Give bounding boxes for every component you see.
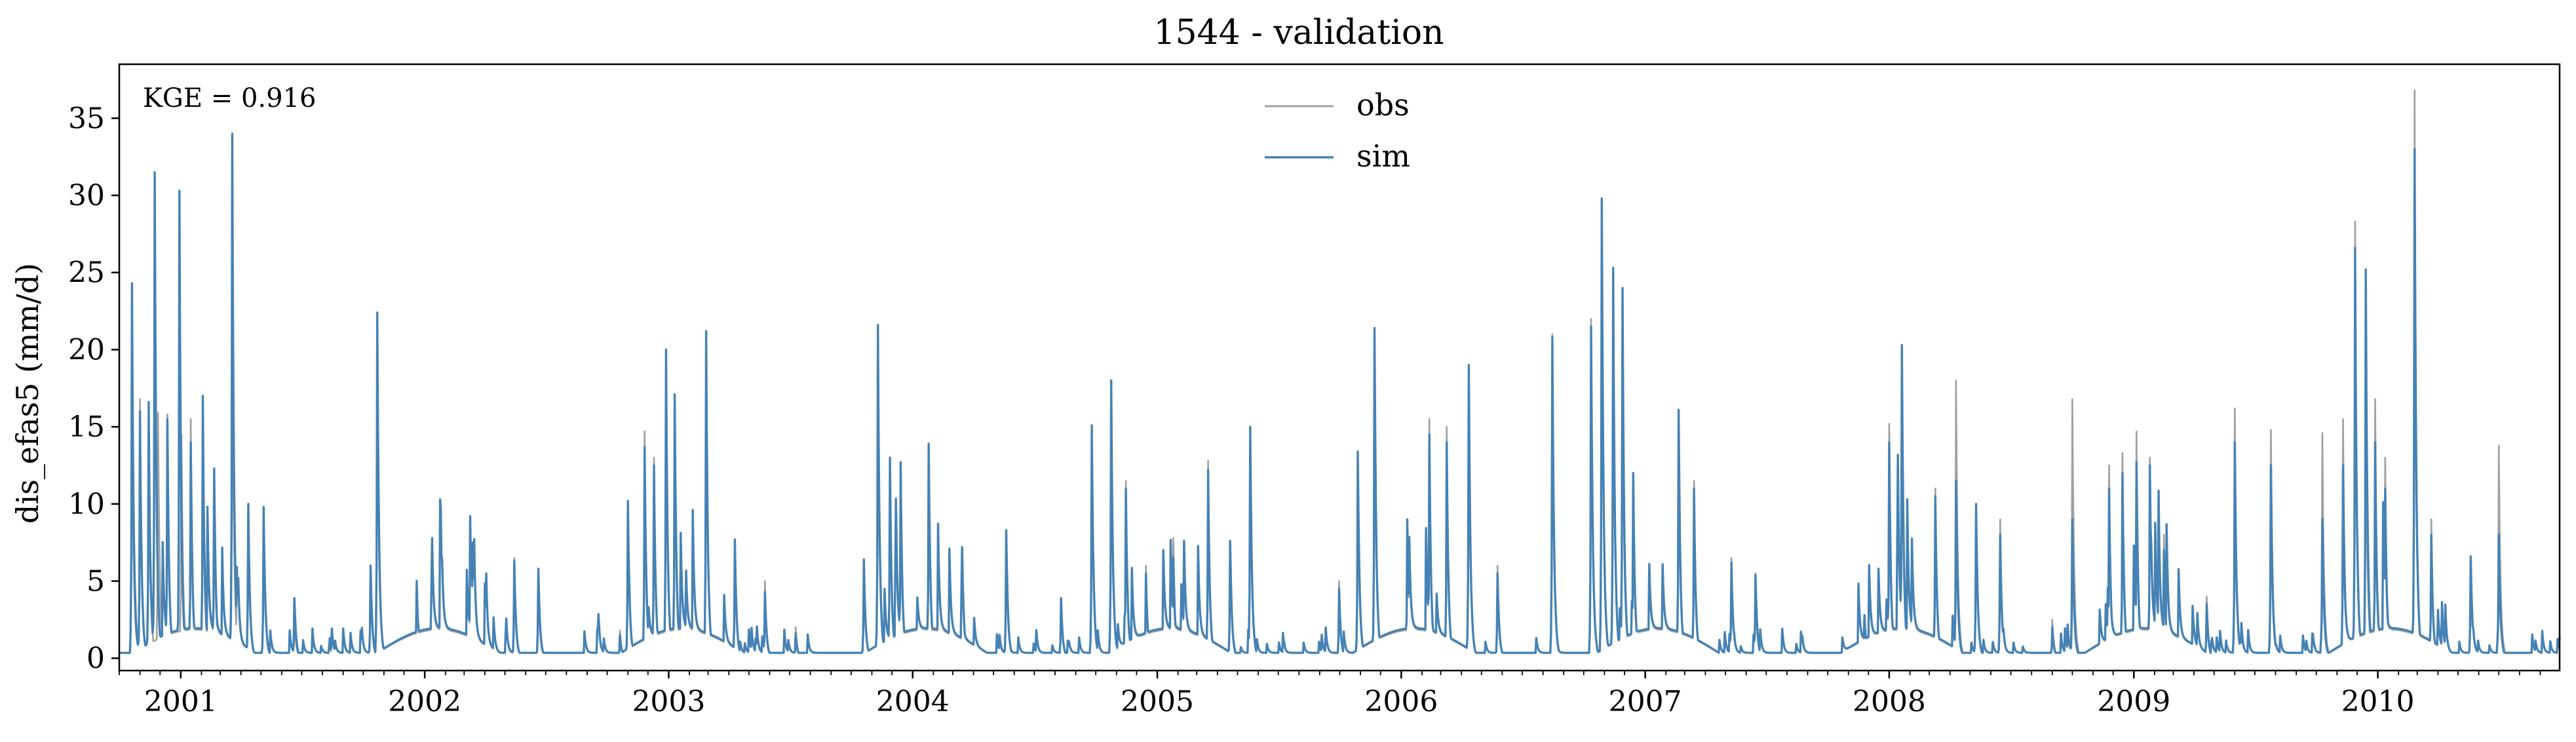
legend-obs-label: obs <box>1356 87 1410 123</box>
x-tick-label: 2003 <box>632 685 705 718</box>
legend: obs sim <box>1265 87 1410 174</box>
x-tick-label: 2008 <box>1853 685 1926 718</box>
y-tick-label: 5 <box>87 564 105 598</box>
plot-area <box>119 89 2561 654</box>
x-tick-label: 2009 <box>2097 685 2170 718</box>
y-tick-label: 0 <box>87 642 105 675</box>
x-tick-label: 2001 <box>144 685 218 718</box>
y-tick-label: 25 <box>68 256 105 290</box>
x-tick-label: 2006 <box>1364 685 1438 718</box>
y-axis: 0 5 10 15 20 25 30 35 <box>68 102 119 675</box>
x-tick-label: 2007 <box>1609 685 1682 718</box>
y-tick-label: 15 <box>68 410 105 444</box>
x-tick-label: 2010 <box>2341 685 2415 718</box>
y-tick-label: 10 <box>68 488 105 521</box>
y-tick-label: 20 <box>68 333 105 366</box>
legend-sim-label: sim <box>1356 138 1410 174</box>
kge-annotation: KGE = 0.916 <box>143 83 317 113</box>
x-tick-label: 2005 <box>1121 685 1194 718</box>
series-sim-group <box>119 132 2561 654</box>
x-tick-label: 2002 <box>388 685 461 718</box>
x-tick-label: 2004 <box>876 685 950 718</box>
y-axis-label: dis_efas5 (mm/d) <box>10 263 45 524</box>
chart-title: 1544 - validation <box>1153 13 1444 52</box>
series-sim-line <box>119 132 2561 654</box>
y-tick-label: 30 <box>68 179 105 212</box>
y-tick-label: 35 <box>68 102 105 135</box>
x-axis: 2001 2002 2003 2004 2005 2006 2007 2008 2009 2010 <box>119 671 2541 718</box>
